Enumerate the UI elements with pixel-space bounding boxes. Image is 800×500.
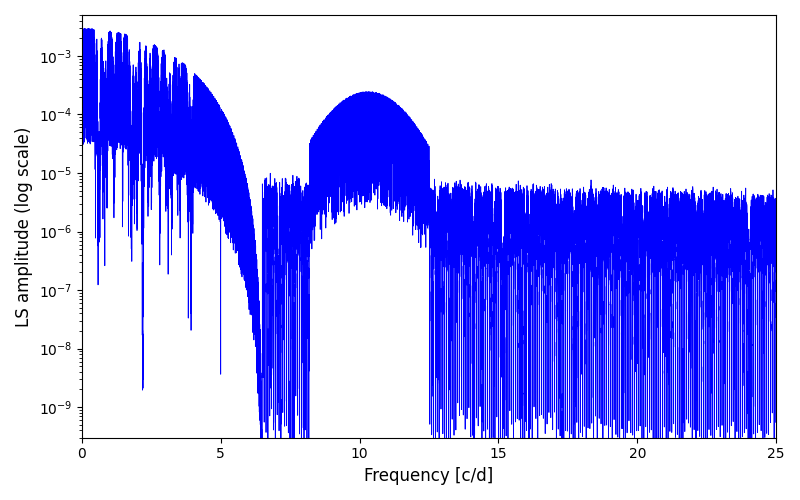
X-axis label: Frequency [c/d]: Frequency [c/d] [364,467,494,485]
Y-axis label: LS amplitude (log scale): LS amplitude (log scale) [15,126,33,326]
